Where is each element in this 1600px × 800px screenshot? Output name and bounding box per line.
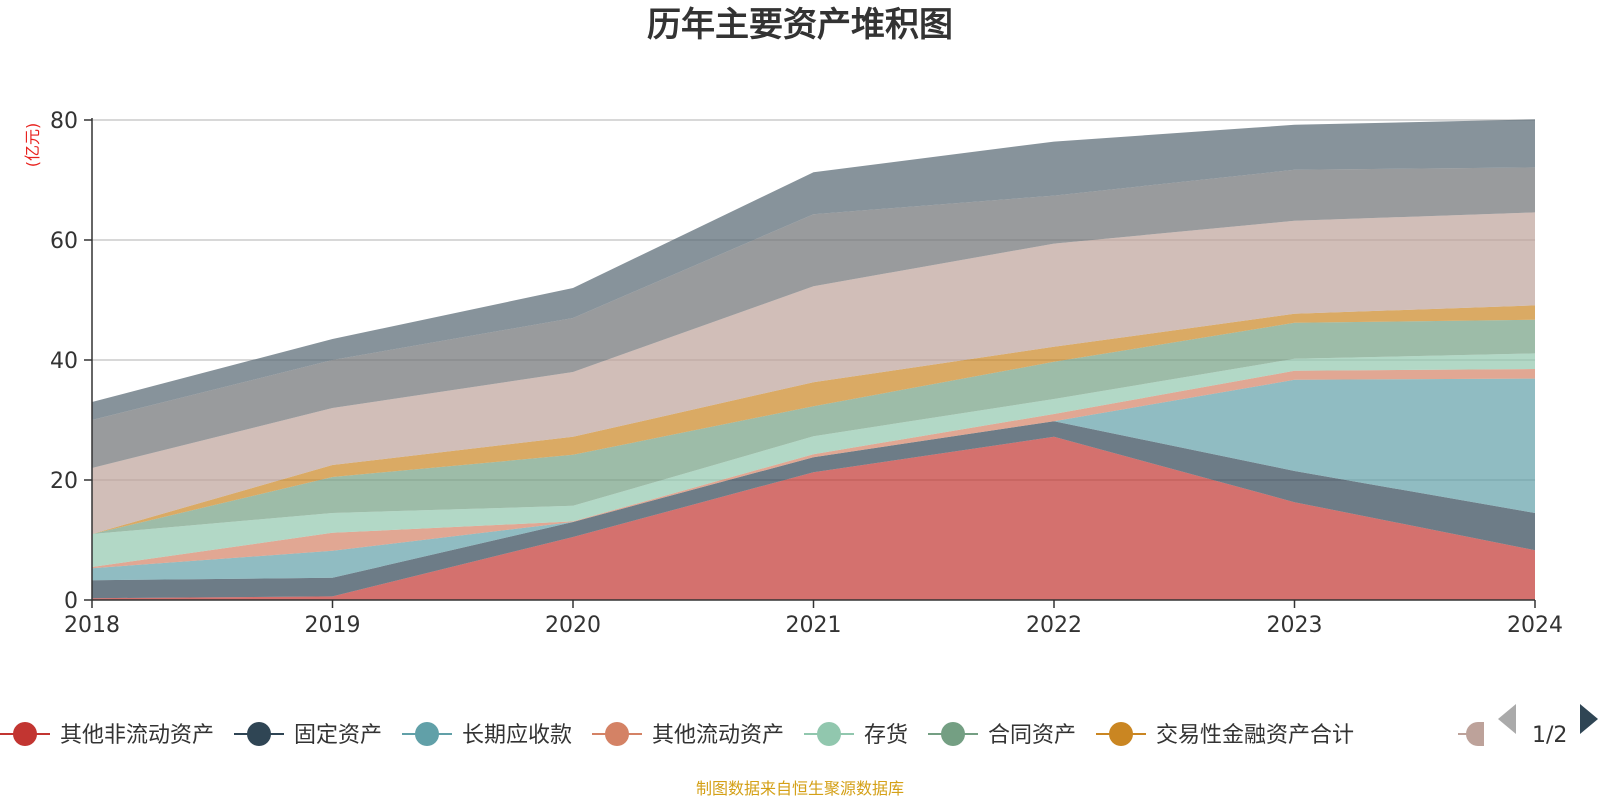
legend-item-3[interactable]: 其他流动资产 bbox=[592, 722, 784, 748]
legend-item-0[interactable]: 其他非流动资产 bbox=[0, 722, 214, 748]
legend-marker bbox=[1466, 722, 1484, 746]
x-tick-label-2021: 2021 bbox=[786, 613, 842, 638]
legend-page-indicator: 1/2 bbox=[1532, 723, 1567, 748]
legend-item-6[interactable]: 交易性金融资产合计 bbox=[1096, 722, 1354, 748]
legend-marker bbox=[247, 722, 271, 746]
area-series-5[interactable] bbox=[92, 319, 1535, 534]
area-series-7[interactable] bbox=[92, 212, 1535, 534]
source-note: 制图数据来自恒生聚源数据库 bbox=[696, 779, 904, 798]
legend-label: 交易性金融资产合计 bbox=[1156, 723, 1354, 748]
area-series-2[interactable] bbox=[92, 378, 1535, 581]
y-tick-label-60: 60 bbox=[50, 229, 78, 254]
x-tick-label-2023: 2023 bbox=[1267, 613, 1323, 638]
legend-marker bbox=[13, 722, 37, 746]
area-series-0[interactable] bbox=[92, 436, 1535, 600]
legend-item-1[interactable]: 固定资产 bbox=[234, 722, 382, 748]
area-series-4[interactable] bbox=[92, 353, 1535, 567]
x-tick-label-2018: 2018 bbox=[64, 613, 120, 638]
area-series-3[interactable] bbox=[92, 369, 1535, 569]
legend-marker bbox=[415, 722, 439, 746]
y-tick-label-0: 0 bbox=[64, 589, 78, 614]
area-series-1[interactable] bbox=[92, 421, 1535, 599]
legend-label: 固定资产 bbox=[294, 723, 382, 748]
legend-pager[interactable]: 1/2 bbox=[1498, 704, 1598, 748]
x-tick-label-2022: 2022 bbox=[1026, 613, 1082, 638]
legend-label: 长期应收款 bbox=[462, 723, 572, 748]
legend-label: 合同资产 bbox=[988, 723, 1076, 748]
y-tick-label-80: 80 bbox=[50, 109, 78, 134]
legend-label: 存货 bbox=[864, 723, 908, 748]
legend-next-icon[interactable] bbox=[1580, 704, 1598, 734]
axes: 0 20 40 60 80 2018 2019 2020 2021 2022 2023 2024 bbox=[50, 109, 1563, 638]
x-tick-label-2024: 2024 bbox=[1507, 613, 1563, 638]
legend-marker bbox=[941, 722, 965, 746]
y-tick-label-20: 20 bbox=[50, 469, 78, 494]
area-series-9[interactable] bbox=[92, 119, 1535, 421]
chart-title: 历年主要资产堆积图 bbox=[647, 5, 953, 45]
legend-item-2[interactable]: 长期应收款 bbox=[402, 722, 572, 748]
legend-item-4[interactable]: 存货 bbox=[804, 722, 908, 748]
x-tick-label-2019: 2019 bbox=[305, 613, 361, 638]
legend[interactable]: 其他非流动资产 固定资产 长期应收款 其他流动资产 存货 合同资产 交易性金融资产合计 bbox=[0, 722, 1484, 748]
legend-label: 其他流动资产 bbox=[652, 723, 784, 748]
legend-marker bbox=[605, 722, 629, 746]
legend-prev-icon[interactable] bbox=[1498, 704, 1516, 734]
x-tick-label-2020: 2020 bbox=[545, 613, 601, 638]
legend-label: 其他非流动资产 bbox=[60, 723, 214, 748]
legend-marker bbox=[817, 722, 841, 746]
legend-item-5[interactable]: 合同资产 bbox=[928, 722, 1076, 748]
y-axis-unit: (亿元) bbox=[23, 123, 42, 168]
y-tick-label-40: 40 bbox=[50, 349, 78, 374]
stacked-areas[interactable] bbox=[92, 119, 1535, 600]
area-series-8[interactable] bbox=[92, 167, 1535, 468]
legend-marker bbox=[1109, 722, 1133, 746]
legend-item-7-truncated[interactable] bbox=[1458, 722, 1484, 746]
